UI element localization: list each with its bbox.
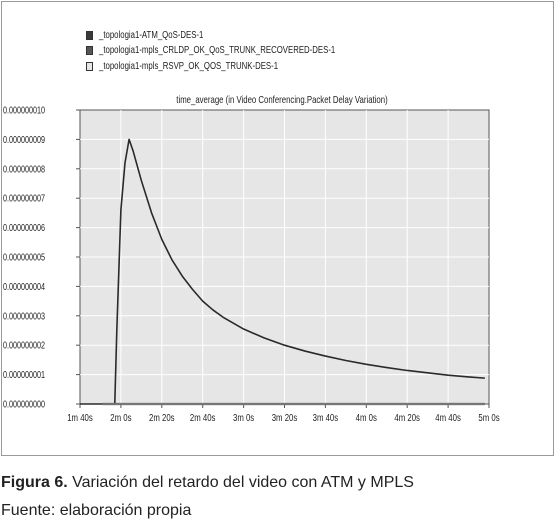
y-tick-label: 0.000000008 [3,163,45,174]
grid-lines [80,110,489,404]
y-tick-label: 0.000000005 [3,251,45,262]
y-tick-label: 0.000000010 [3,104,45,115]
chart-title: time_average (in Video Conferencing.Pack… [176,94,387,105]
y-tick-label: 0.000000000 [3,398,45,409]
figure-label: Figura 6. [1,474,68,491]
legend-label-atm: _topologia1-ATM_QoS-DES-1 [99,29,204,41]
legend-item-rsvp: _topologia1-mpls_RSVP_OK_QOS_TRUNK-DES-1 [86,60,329,72]
legend-item-crldp: _topologia1-mpls_CRLDP_OK_QoS_TRUNK_RECO… [86,44,402,56]
x-tick-label: 3m 20s [272,412,298,423]
x-tick-label: 4m 40s [435,412,461,423]
line-chart: time_average (in Video Conferencing.Pack… [3,94,500,423]
x-tick-label: 5m 0s [478,412,500,423]
x-tick-label: 2m 40s [190,412,216,423]
series-line-2 [80,138,485,405]
figure-source: Fuente: elaboración propia [1,502,192,519]
y-tick-label: 0.000000003 [3,310,45,321]
x-tick-label: 4m 0s [356,412,378,423]
x-tick-label: 2m 0s [110,412,132,423]
y-tick-label: 0.000000004 [3,281,45,292]
y-tick-label: 0.000000007 [3,193,45,204]
legend-label-rsvp: _topologia1-mpls_RSVP_OK_QOS_TRUNK-DES-1 [99,60,279,72]
x-tick-label: 1m 40s [67,412,93,423]
x-axis: 1m 40s 2m 0s 2m 20s 2m 40s 3m 0s 3m 20s 3m 40s… [67,404,500,423]
legend-swatch-atm [86,30,93,40]
figure-text: Variación del retardo del video con ATM … [67,474,414,491]
y-tick-label: 0.000000009 [3,134,45,145]
x-tick-label: 3m 40s [313,412,339,423]
legend-swatch-rsvp [86,61,93,71]
series-group [80,138,485,406]
y-tick-label: 0.000000006 [3,222,45,233]
figure-caption: Figura 6. Variación del retardo del vide… [1,474,414,492]
x-tick-label: 2m 20s [149,412,175,423]
y-tick-label: 0.000000001 [3,369,45,380]
x-tick-label: 4m 20s [394,412,420,423]
y-tick-label: 0.000000002 [3,340,45,351]
x-tick-label: 3m 0s [233,412,255,423]
legend-label-crldp: _topologia1-mpls_CRLDP_OK_QoS_TRUNK_RECO… [99,44,336,56]
legend-item-atm: _topologia1-ATM_QoS-DES-1 [86,29,233,41]
y-axis: 0.000000000 0.000000001 0.000000002 0.00000… [3,104,80,410]
legend-swatch-crldp [86,45,93,55]
